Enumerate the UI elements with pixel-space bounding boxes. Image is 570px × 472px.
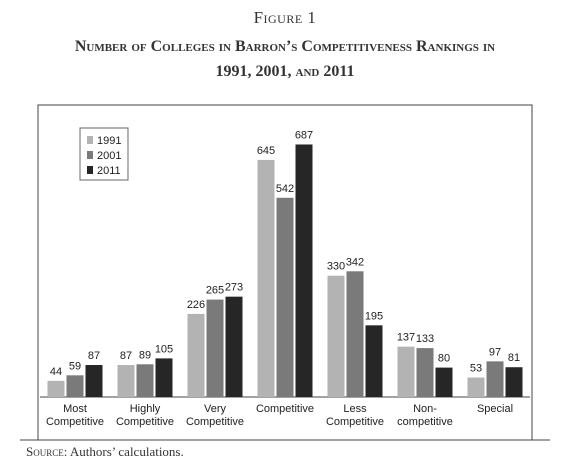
bar [155,358,173,397]
value-label: 330 [327,261,345,273]
legend-swatch [87,166,93,174]
x-tick-label: Non-competitive [397,403,453,428]
value-label: 137 [397,332,415,344]
figure-label: Figure 1 [253,8,317,27]
value-label: 645 [257,145,275,157]
bar [47,380,65,397]
legend-swatch [87,151,93,159]
value-label: 80 [438,353,450,365]
bar [136,364,154,397]
value-label: 44 [50,366,62,378]
bar [117,365,135,397]
value-label: 59 [69,360,81,372]
bar [295,144,313,397]
bar [276,197,294,397]
x-tick-label: Highly Competitive [115,403,175,428]
legend-swatch [87,136,93,144]
x-tick-label: Special [476,403,514,415]
bar [435,367,453,397]
x-tick-label: Most Competitive [45,403,105,428]
x-tick-label: Competitive [255,403,315,415]
value-label: 53 [470,363,482,375]
value-label: 89 [139,349,151,361]
bar [66,375,84,397]
bar [505,367,523,397]
bar [206,299,224,397]
x-tick-label: Less Competitive [325,403,385,428]
legend-label: 2011 [97,165,121,177]
chart-title: Number of Colleges in Barron’s Competiti… [74,38,496,80]
bar [346,271,364,397]
value-label: 97 [489,346,501,358]
value-label: 542 [276,183,294,195]
value-label: 87 [120,350,132,362]
bar [467,377,485,397]
bar [486,361,504,397]
source-label: Source: [26,444,68,459]
legend-label: 2001 [97,150,121,162]
bar [365,325,383,397]
value-label: 687 [295,129,313,141]
value-label: 133 [416,333,434,345]
bar [397,346,415,397]
value-label: 195 [365,310,383,322]
bar [85,365,103,397]
x-tick-label: Very Competitive [185,403,245,428]
value-label: 105 [155,343,173,355]
value-label: 273 [225,282,243,294]
value-label: 226 [187,299,205,311]
source-note: Source: Authors’ calculations. [26,444,184,460]
bar [187,313,205,397]
value-label: 81 [508,352,520,364]
value-label: 342 [346,256,364,268]
bar [327,275,345,397]
source-text: Authors’ calculations. [69,444,184,459]
bar [416,348,434,397]
value-label: 87 [88,350,100,362]
bar [225,296,243,397]
value-label: 265 [206,285,224,297]
bar [257,159,275,397]
legend-label: 1991 [97,135,121,147]
